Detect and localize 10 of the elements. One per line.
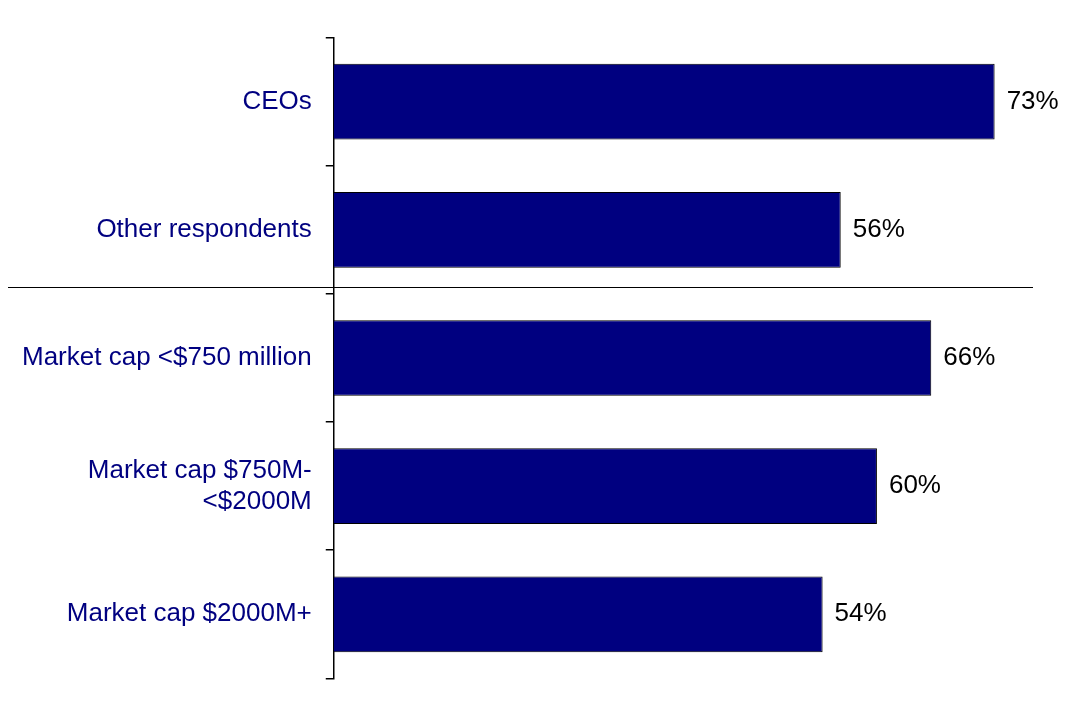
data-label: 73% xyxy=(1006,84,1059,115)
y-tick-label: Market cap $2000M+ xyxy=(66,597,312,628)
y-tick-label: Other respondents xyxy=(96,213,312,244)
data-label: 54% xyxy=(834,597,887,628)
data-label: 60% xyxy=(888,469,941,500)
y-tick-label: Market cap <$750 million xyxy=(21,341,312,372)
y-tick-label: CEOs xyxy=(242,84,312,115)
data-label: 56% xyxy=(852,213,905,244)
data-label: 66% xyxy=(943,341,996,372)
y-tick-label: Market cap $750M- <$2000M xyxy=(87,453,312,515)
